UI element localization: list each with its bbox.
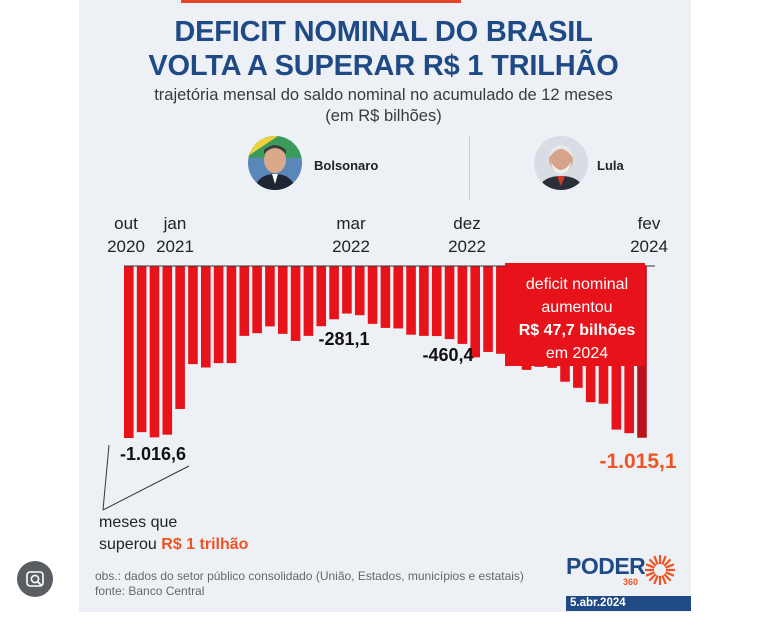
title-line-2: VOLTA A SUPERAR R$ 1 TRILHÃO xyxy=(148,50,619,82)
tick-month: mar xyxy=(336,214,366,233)
poder-logo: PODER xyxy=(566,553,646,579)
bar-out-2021 xyxy=(277,266,288,334)
note-line-2: superou R$ 1 trilhão xyxy=(99,534,248,556)
sun-ray xyxy=(648,558,657,567)
observation-text: obs.: dados do setor público consolidado… xyxy=(95,569,524,583)
bar-nov-2020 xyxy=(136,266,147,433)
tick-month: out xyxy=(114,214,138,233)
note-highlight: R$ 1 trilhão xyxy=(161,536,249,553)
annotation-line-3: R$ 47,7 bilhões xyxy=(519,322,636,339)
bolsonaro-label: Bolsonaro xyxy=(314,158,379,173)
annotation-line-4: em 2024 xyxy=(546,345,608,362)
bar-fev-2021 xyxy=(175,266,185,409)
lens-button[interactable] xyxy=(17,561,53,597)
note-prefix: superou xyxy=(99,536,162,553)
date-bar: 5.abr.2024 xyxy=(566,596,691,611)
bar-fev-2023 xyxy=(483,266,493,352)
label-out-2020: -1.016,6 xyxy=(120,444,186,464)
lens-icon xyxy=(26,571,44,587)
poder360-sun-icon xyxy=(645,555,675,585)
bar-ago-2021 xyxy=(252,266,262,334)
subtitle-line-2: (em R$ bilhões) xyxy=(325,107,442,125)
bar-set-2022 xyxy=(419,266,429,336)
sun-ray xyxy=(648,573,657,582)
sun-ray xyxy=(661,575,667,585)
subtitle-line-1: trajetória mensal do saldo nominal no ac… xyxy=(154,86,613,104)
tick-month: jan xyxy=(163,214,187,233)
tick-year: 2022 xyxy=(332,237,370,256)
bar-ago-2022 xyxy=(406,266,416,335)
tick-out-2020: out 2020 xyxy=(101,212,151,258)
tick-month: dez xyxy=(453,214,481,233)
title-line-1: DEFICIT NOMINAL DO BRASIL xyxy=(174,16,593,48)
bolsonaro-portrait xyxy=(248,136,302,190)
poder-logo-360: 360 xyxy=(623,577,639,587)
bar-jan-2021 xyxy=(162,266,173,435)
sun-ray xyxy=(663,558,672,567)
bar-jul-2022 xyxy=(393,266,404,329)
bar-mai-2022 xyxy=(367,266,378,324)
tick-year: 2024 xyxy=(630,237,668,256)
tick-year: 2022 xyxy=(448,237,486,256)
label-dez-2022: -460,4 xyxy=(422,345,473,365)
tick-month: fev xyxy=(637,214,661,233)
sun-ray xyxy=(665,563,675,569)
bar-abr-2021 xyxy=(200,266,211,368)
bar-out-2020 xyxy=(124,266,134,438)
sun-ray xyxy=(653,575,659,585)
bar-mar-2021 xyxy=(188,266,198,365)
president-divider xyxy=(469,136,470,200)
annotation-box xyxy=(505,263,645,366)
pointer-line-2 xyxy=(102,465,190,511)
lula-portrait xyxy=(534,136,588,190)
bar-dez-2020 xyxy=(149,266,160,438)
months-note: meses que superou R$ 1 trilhão xyxy=(99,512,248,556)
label-mar-2022: -281,1 xyxy=(318,329,369,349)
note-line-1: meses que xyxy=(99,514,178,531)
bar-mar-2023 xyxy=(496,266,506,354)
tick-dez-2022: dez 2022 xyxy=(441,212,493,258)
sun-ray xyxy=(645,563,655,569)
bar-jan-2023 xyxy=(470,266,481,358)
label-fev-2024: -1.015,1 xyxy=(599,450,676,473)
bar-jul-2021 xyxy=(239,266,250,336)
bar-mar-2022 xyxy=(342,266,352,314)
source-text: fonte: Banco Central xyxy=(95,584,205,598)
lula-label: Lula xyxy=(597,158,624,173)
bar-jan-2022 xyxy=(316,266,327,327)
bar-abr-2022 xyxy=(354,266,365,316)
sun-ray xyxy=(645,571,655,577)
top-accent-line xyxy=(181,0,461,3)
tick-fev-2024: fev 2024 xyxy=(623,212,675,258)
pointer-line-1 xyxy=(102,444,110,511)
tick-jan-2021: jan 2021 xyxy=(150,212,200,258)
sun-ray xyxy=(653,555,659,565)
sun-ray xyxy=(665,571,675,577)
bar-nov-2022 xyxy=(444,266,455,340)
bar-jun-2022 xyxy=(380,266,391,328)
bar-dez-2021 xyxy=(303,266,314,336)
tick-mar-2022: mar 2022 xyxy=(325,212,377,258)
sun-ray xyxy=(663,573,672,582)
bar-out-2022 xyxy=(431,266,442,337)
bar-nov-2021 xyxy=(290,266,301,341)
bar-mai-2021 xyxy=(213,266,224,364)
tick-year: 2021 xyxy=(156,237,194,256)
annotation-line-1: deficit nominal xyxy=(526,276,628,293)
bar-jun-2021 xyxy=(226,266,237,364)
bar-set-2021 xyxy=(265,266,275,327)
bar-fev-2022 xyxy=(329,266,339,320)
annotation-line-2: aumentou xyxy=(541,299,612,316)
tick-year: 2020 xyxy=(107,237,145,256)
sun-ray xyxy=(661,555,667,565)
bar-dez-2022 xyxy=(457,266,468,344)
